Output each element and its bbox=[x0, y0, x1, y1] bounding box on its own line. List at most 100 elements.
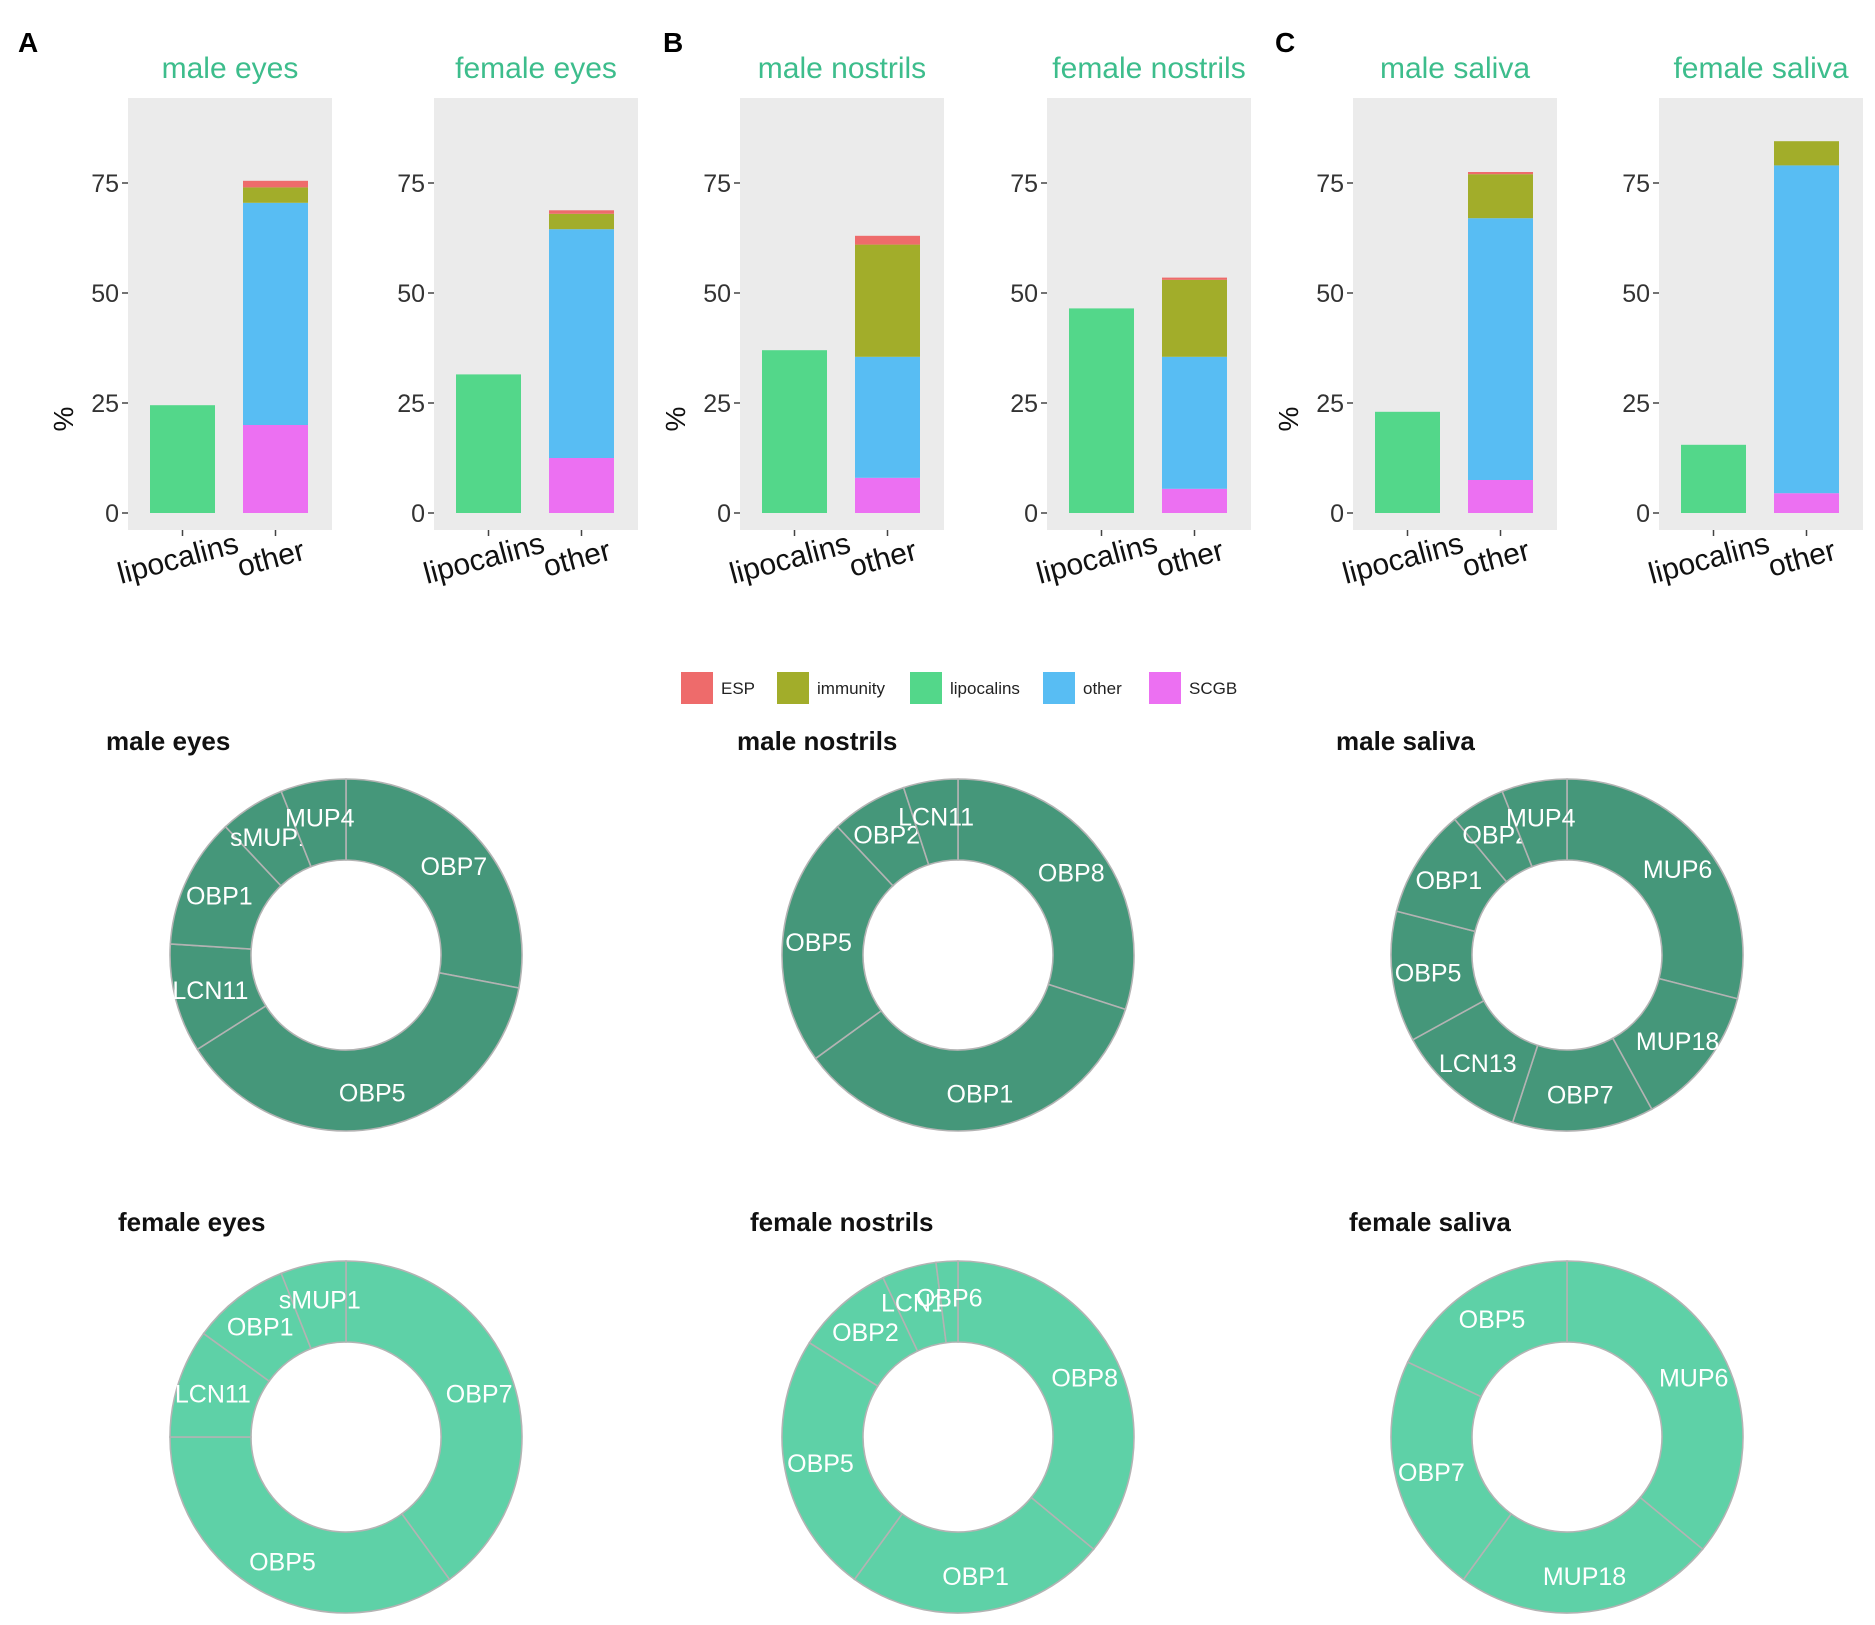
bar-segment-other-other bbox=[549, 229, 614, 458]
panel-letter-c: C bbox=[1275, 27, 1295, 58]
chart-title: female eyes bbox=[455, 52, 617, 85]
donut-charts: male eyesOBP7OBP5LCN11OBP1sMUP1MUP4male … bbox=[106, 726, 1744, 1614]
chart-title: male eyes bbox=[106, 726, 230, 756]
bar-segment-lipocalins-lipocalins bbox=[1681, 444, 1746, 513]
chart-title: female saliva bbox=[1673, 52, 1848, 85]
bar-segment-other-other bbox=[1162, 356, 1227, 489]
y-tick-label: 25 bbox=[1622, 390, 1650, 418]
donut-label-mup18: MUP18 bbox=[1636, 1028, 1719, 1056]
legend-swatch bbox=[1043, 672, 1075, 704]
chart-title: female nostrils bbox=[750, 1207, 934, 1237]
donut-slice-lcn11 bbox=[902, 778, 959, 866]
donut-slice-mup4 bbox=[1501, 778, 1568, 868]
legend-label: ESP bbox=[721, 679, 755, 698]
donut-label-obp8: OBP8 bbox=[1051, 1364, 1118, 1392]
legend-swatch bbox=[1149, 672, 1181, 704]
bar-segment-lipocalins-lipocalins bbox=[456, 374, 521, 513]
y-tick-label: 75 bbox=[703, 170, 731, 198]
donut-slice-obp5 bbox=[781, 1341, 904, 1581]
chart-title: female eyes bbox=[118, 1207, 265, 1237]
donut-label-obp5: OBP5 bbox=[1395, 960, 1462, 988]
chart-title: male eyes bbox=[162, 52, 299, 85]
donut-label-obp1: OBP1 bbox=[1415, 867, 1482, 895]
bar-segment-other-immunity bbox=[549, 213, 614, 230]
donut-label-mup6: MUP6 bbox=[1643, 856, 1712, 884]
donut-slice-obp5 bbox=[196, 971, 520, 1132]
x-tick-label-lipocalins: lipocalins bbox=[1339, 527, 1467, 591]
y-tick-label: 75 bbox=[1316, 170, 1344, 198]
donut-slice-obp6 bbox=[935, 1260, 959, 1344]
y-tick-label: 50 bbox=[91, 280, 119, 308]
legend-item-immunity: immunity bbox=[777, 672, 886, 704]
y-tick-label: 0 bbox=[1024, 500, 1038, 528]
chart-title: female nostrils bbox=[1052, 52, 1245, 85]
donut-label-mup4: MUP4 bbox=[285, 804, 355, 832]
y-tick-label: 50 bbox=[1622, 280, 1650, 308]
y-tick-label: 75 bbox=[1622, 170, 1650, 198]
donut-label-obp8: OBP8 bbox=[1038, 860, 1105, 888]
donut-slice-mup6 bbox=[1566, 778, 1744, 1000]
x-tick-label-lipocalins: lipocalins bbox=[114, 527, 242, 591]
x-tick-label-other: other bbox=[234, 534, 309, 584]
chart-title: female saliva bbox=[1349, 1207, 1511, 1237]
bar-segment-other-immunity bbox=[1468, 174, 1533, 219]
x-tick-label-lipocalins: lipocalins bbox=[726, 527, 854, 591]
bar-segment-other-other bbox=[855, 356, 920, 478]
bar-segment-other-esp bbox=[549, 210, 614, 214]
legend-item-other: other bbox=[1043, 672, 1122, 704]
panel-letter-a: A bbox=[18, 27, 38, 58]
y-tick-label: 50 bbox=[397, 280, 425, 308]
x-tick-label-lipocalins: lipocalins bbox=[420, 527, 548, 591]
donut-label-mup18: MUP18 bbox=[1543, 1563, 1626, 1591]
legend-swatch bbox=[910, 672, 942, 704]
chart-title: male saliva bbox=[1380, 52, 1530, 85]
legend-item-esp: ESP bbox=[681, 672, 755, 704]
x-tick-label-other: other bbox=[1459, 534, 1534, 584]
bar-segment-other-esp bbox=[1162, 277, 1227, 280]
donut-label-obp7: OBP7 bbox=[1547, 1081, 1614, 1109]
donut-label-obp5: OBP5 bbox=[1459, 1306, 1526, 1334]
donut-label-obp5: OBP5 bbox=[249, 1549, 316, 1577]
donut-label-obp5: OBP5 bbox=[339, 1080, 406, 1108]
donut-chart-male-saliva: male salivaMUP6MUP18OBP7LCN13OBP5OBP1OBP… bbox=[1336, 726, 1744, 1132]
x-tick-label-other: other bbox=[1153, 534, 1228, 584]
panel-letters: A B C bbox=[18, 27, 1295, 58]
bar-segment-other-other bbox=[1774, 165, 1839, 494]
legend-label: lipocalins bbox=[950, 679, 1020, 698]
donut-label-obp2: OBP2 bbox=[853, 821, 920, 849]
donut-slice-obp5 bbox=[169, 1436, 451, 1614]
y-tick-label: 25 bbox=[397, 390, 425, 418]
y-tick-label: 0 bbox=[717, 500, 731, 528]
x-tick-label-other: other bbox=[1765, 534, 1840, 584]
legend-label: SCGB bbox=[1189, 679, 1237, 698]
legend-item-scgb: SCGB bbox=[1149, 672, 1237, 704]
donut-label-obp1: OBP1 bbox=[227, 1313, 294, 1341]
donut-label-obp7: OBP7 bbox=[421, 853, 488, 881]
y-tick-label: 25 bbox=[1316, 390, 1344, 418]
bar-segment-other-scgb bbox=[549, 458, 614, 513]
y-tick-label: 0 bbox=[105, 500, 119, 528]
bar-segment-other-esp bbox=[243, 180, 308, 188]
panel-letter-b: B bbox=[663, 27, 683, 58]
x-tick-label-other: other bbox=[540, 534, 615, 584]
donut-chart-female-saliva: female saliva MUP6 MUP18 OBP7 OBP5 bbox=[1349, 1207, 1744, 1614]
y-tick-label: 25 bbox=[703, 390, 731, 418]
y-tick-label: 75 bbox=[1010, 170, 1038, 198]
bar-segment-other-scgb bbox=[243, 425, 308, 513]
chart-title: male nostrils bbox=[737, 726, 897, 756]
y-axis-label: % bbox=[660, 407, 691, 432]
donut-label-obp7: OBP7 bbox=[1398, 1459, 1465, 1487]
legend-swatch bbox=[681, 672, 713, 704]
donut-label-obp2: OBP2 bbox=[832, 1319, 899, 1347]
bar-segment-lipocalins-lipocalins bbox=[1375, 411, 1440, 513]
bar-segment-other-other bbox=[1468, 218, 1533, 480]
donut-slice-obp1 bbox=[853, 1496, 1095, 1614]
